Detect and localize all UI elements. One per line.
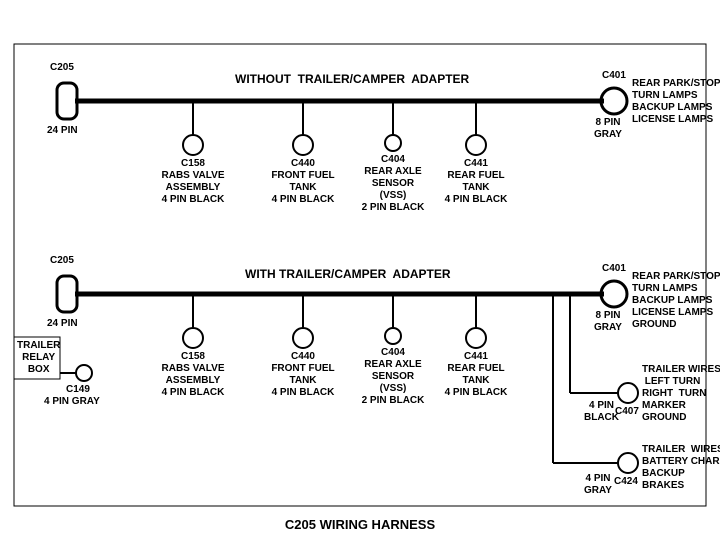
diagram-title: C205 WIRING HARNESS <box>0 517 720 533</box>
